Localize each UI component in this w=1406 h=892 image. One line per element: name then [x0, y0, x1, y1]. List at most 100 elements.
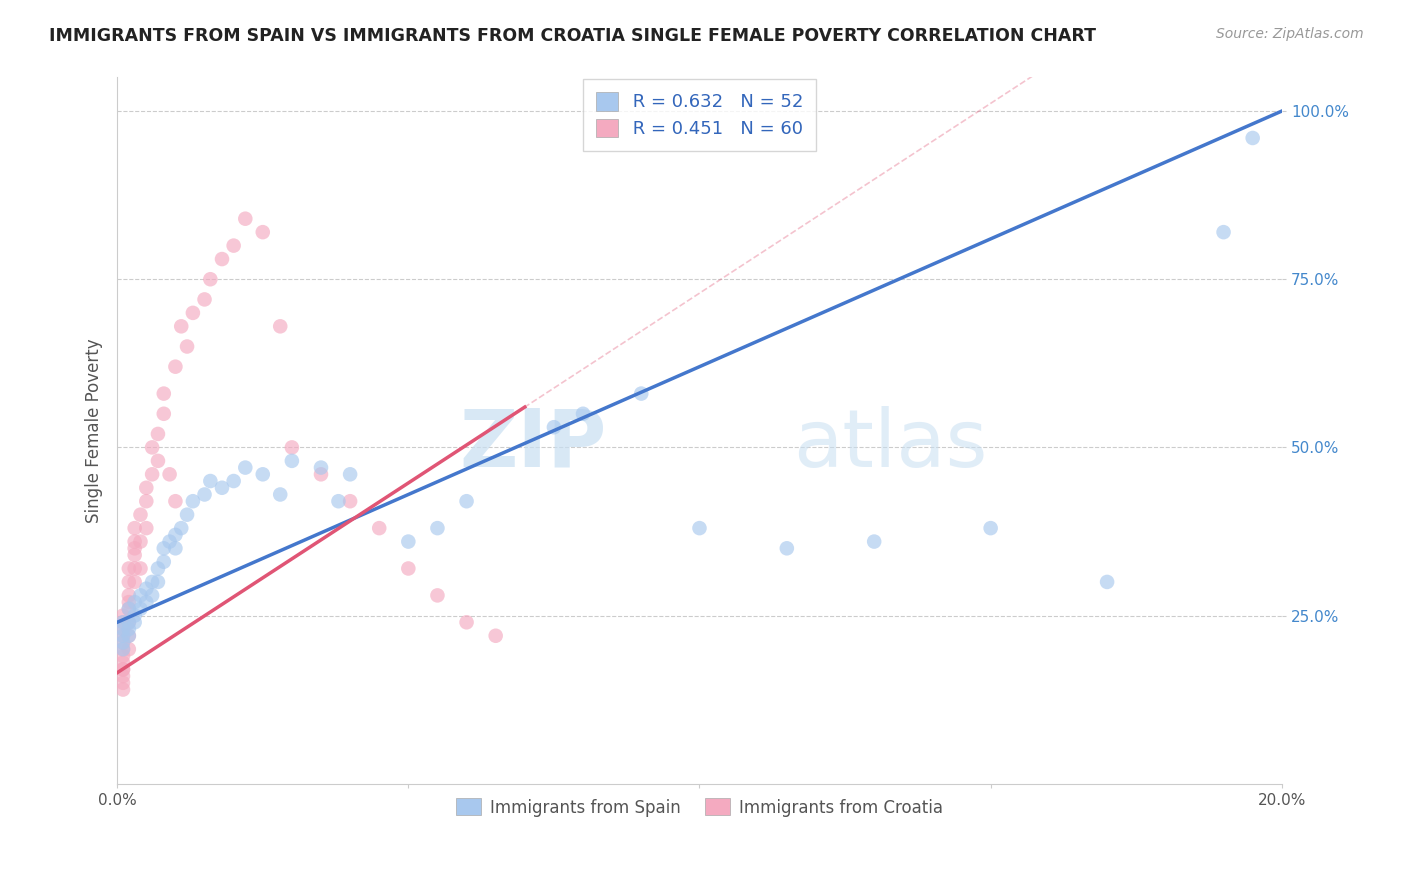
Point — [141, 467, 163, 482]
Point — [111, 662, 134, 676]
Point — [111, 682, 134, 697]
Point — [152, 555, 174, 569]
Point — [152, 541, 174, 556]
Point — [129, 561, 152, 575]
Point — [426, 521, 449, 535]
Point — [176, 508, 198, 522]
Point — [165, 528, 187, 542]
Point — [135, 521, 157, 535]
Point — [129, 602, 152, 616]
Point — [252, 225, 274, 239]
Text: ZIP: ZIP — [460, 406, 606, 483]
Point — [118, 615, 141, 630]
Point — [1095, 574, 1118, 589]
Point — [339, 467, 361, 482]
Point — [129, 508, 152, 522]
Point — [135, 582, 157, 596]
Text: atlas: atlas — [793, 406, 987, 483]
Point — [222, 474, 245, 488]
Point — [129, 588, 152, 602]
Point — [111, 615, 134, 630]
Point — [124, 541, 146, 556]
Point — [118, 588, 141, 602]
Point — [141, 574, 163, 589]
Point — [111, 615, 134, 630]
Point — [111, 648, 134, 663]
Point — [135, 595, 157, 609]
Point — [233, 211, 256, 226]
Point — [396, 534, 419, 549]
Point — [165, 494, 187, 508]
Point — [152, 386, 174, 401]
Point — [309, 460, 332, 475]
Point — [146, 574, 169, 589]
Point — [543, 420, 565, 434]
Point — [146, 454, 169, 468]
Point — [124, 595, 146, 609]
Point — [222, 238, 245, 252]
Point — [111, 622, 134, 636]
Point — [135, 481, 157, 495]
Point — [309, 467, 332, 482]
Point — [1212, 225, 1234, 239]
Legend: Immigrants from Spain, Immigrants from Croatia: Immigrants from Spain, Immigrants from C… — [449, 790, 950, 825]
Point — [181, 306, 204, 320]
Point — [111, 642, 134, 657]
Point — [456, 494, 478, 508]
Point — [118, 595, 141, 609]
Point — [368, 521, 391, 535]
Point — [111, 622, 134, 636]
Point — [485, 629, 508, 643]
Point — [111, 635, 134, 649]
Point — [426, 588, 449, 602]
Point — [339, 494, 361, 508]
Point — [118, 615, 141, 630]
Point — [200, 474, 222, 488]
Point — [176, 339, 198, 353]
Point — [118, 629, 141, 643]
Point — [328, 494, 350, 508]
Point — [200, 272, 222, 286]
Point — [111, 629, 134, 643]
Point — [111, 635, 134, 649]
Point — [111, 629, 134, 643]
Point — [211, 252, 233, 266]
Point — [111, 608, 134, 623]
Point — [111, 642, 134, 657]
Point — [118, 622, 141, 636]
Point — [689, 521, 711, 535]
Point — [118, 561, 141, 575]
Point — [118, 642, 141, 657]
Y-axis label: Single Female Poverty: Single Female Poverty — [86, 338, 103, 523]
Point — [776, 541, 799, 556]
Point — [396, 561, 419, 575]
Point — [211, 481, 233, 495]
Point — [141, 588, 163, 602]
Point — [146, 426, 169, 441]
Point — [281, 454, 304, 468]
Point — [1241, 131, 1264, 145]
Point — [124, 521, 146, 535]
Point — [118, 602, 141, 616]
Point — [863, 534, 886, 549]
Point — [129, 534, 152, 549]
Point — [111, 656, 134, 670]
Point — [118, 602, 141, 616]
Point — [193, 293, 215, 307]
Point — [193, 487, 215, 501]
Point — [170, 521, 193, 535]
Point — [572, 407, 595, 421]
Point — [124, 548, 146, 562]
Point — [124, 574, 146, 589]
Point — [118, 629, 141, 643]
Point — [152, 407, 174, 421]
Point — [980, 521, 1002, 535]
Point — [124, 615, 146, 630]
Point — [124, 534, 146, 549]
Point — [456, 615, 478, 630]
Point — [181, 494, 204, 508]
Point — [159, 467, 181, 482]
Point — [165, 359, 187, 374]
Point — [118, 574, 141, 589]
Point — [141, 441, 163, 455]
